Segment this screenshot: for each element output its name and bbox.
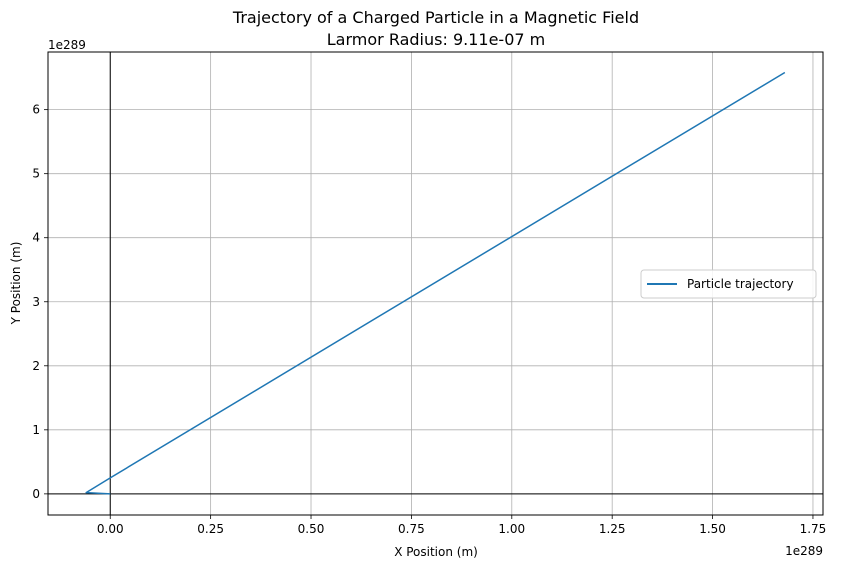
y-axis: 0 1 2 3 4 5 6 [32,103,48,501]
y-tick-label: 5 [32,167,40,181]
y-tick-label: 1 [32,423,40,437]
x-tick-label: 1.75 [800,522,827,536]
chart-title: Trajectory of a Charged Particle in a Ma… [232,8,639,27]
series-line [85,71,786,495]
x-tick-label: 0.75 [398,522,425,536]
x-tick-label: 1.00 [498,522,525,536]
x-axis-label: X Position (m) [394,545,478,559]
x-offset-text: 1e289 [785,544,823,558]
legend-label: Particle trajectory [687,277,794,291]
x-tick-label: 1.25 [599,522,626,536]
reference-lines [48,52,823,515]
x-tick-label: 0.50 [298,522,325,536]
y-tick-label: 4 [32,231,40,245]
y-offset-text: 1e289 [48,38,86,52]
y-tick-label: 2 [32,359,40,373]
x-tick-label: 1.50 [699,522,726,536]
x-axis: 0.00 0.25 0.50 0.75 1.00 1.25 1.50 1.75 [97,515,826,536]
x-tick-label: 0.00 [97,522,124,536]
x-tick-label: 0.25 [197,522,224,536]
legend-box [640,269,817,299]
chart-subtitle: Larmor Radius: 9.11e-07 m [327,30,545,49]
series-layer [85,71,786,495]
y-axis-label: Y Position (m) [9,242,23,326]
legend: Particle trajectory [640,269,817,299]
y-tick-label: 6 [32,103,40,117]
plot-frame [47,51,824,516]
y-tick-label: 3 [32,295,40,309]
y-tick-label: 0 [32,487,40,501]
